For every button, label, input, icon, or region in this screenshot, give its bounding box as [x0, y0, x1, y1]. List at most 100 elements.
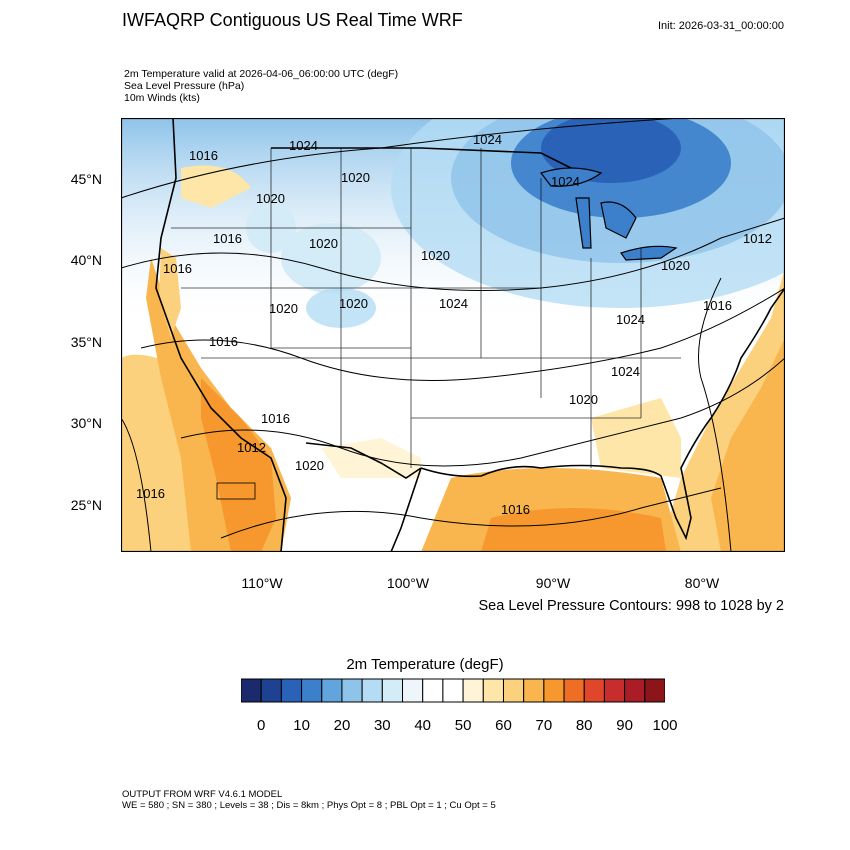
lat-label: 35°N — [70, 334, 102, 350]
west-coast — [155, 118, 287, 552]
cold-region-max — [541, 118, 681, 183]
lat-label: 25°N — [70, 497, 102, 513]
colorbar-swatch — [502, 678, 525, 703]
colorbar-swatch — [563, 678, 585, 703]
lon-label: 80°W — [684, 575, 720, 591]
isobar-label: 1012 — [237, 440, 266, 455]
colorbar — [241, 678, 665, 703]
colorbar-swatch — [381, 678, 404, 703]
isobar-label: 1016 — [163, 261, 192, 276]
colorbar-swatch — [241, 678, 262, 703]
colorbar-tick-label: 90 — [616, 717, 633, 734]
colorbar-tick-label: 20 — [333, 717, 351, 734]
colorbar-tick-label: 80 — [575, 717, 593, 734]
lake-michigan — [575, 197, 592, 249]
warm-region-valley — [159, 248, 181, 338]
init-time: Init: 2026-03-31_00:00:00 — [658, 20, 784, 32]
warm-region-baja — [201, 378, 276, 552]
isobar-line — [180, 357, 785, 467]
field-temperature-label: 2m Temperature valid at 2026-04-06_06:00… — [124, 68, 399, 80]
colorbar-tick-label: 10 — [293, 717, 310, 734]
colorbar-tick-label: 0 — [257, 717, 266, 734]
colorbar-tick-label: 100 — [652, 717, 678, 734]
lon-label: 90°W — [535, 575, 571, 591]
lon-label: 100°W — [386, 575, 430, 591]
isobar-line — [121, 417, 152, 552]
isobar-line — [220, 487, 722, 539]
isobar-label: 1020 — [256, 191, 285, 206]
isobar-label: 1016 — [501, 502, 530, 517]
isobar-label-box — [216, 482, 256, 500]
isobar-label: 1020 — [295, 458, 324, 473]
isobar-label: 1020 — [341, 170, 370, 185]
colorbar-swatch — [644, 678, 665, 703]
isobar-label: 1024 — [551, 174, 580, 189]
plot-title: IWFAQRP Contiguous US Real Time WRF — [122, 10, 463, 30]
isobar-label: 1016 — [213, 231, 242, 246]
isobar-label: 1020 — [339, 296, 368, 311]
isobar-label: 1024 — [289, 138, 318, 153]
state-borders — [171, 148, 681, 468]
colorbar-swatch — [583, 678, 605, 703]
gulf-atlantic-coast — [420, 287, 785, 541]
colorbar-swatch — [301, 678, 323, 703]
texas-coast — [390, 467, 422, 552]
great-lakes — [540, 167, 678, 261]
lake-superior — [540, 167, 603, 187]
isobar-label: 1024 — [473, 132, 502, 147]
isobar-label: 1020 — [569, 392, 598, 407]
footer-config: WE = 580 ; SN = 380 ; Levels = 38 ; Dis … — [122, 800, 496, 811]
colorbar-swatch — [442, 678, 464, 703]
lon-label: 110°W — [241, 575, 283, 591]
field-pressure-label: Sea Level Pressure (hPa) — [124, 80, 245, 92]
colorbar-swatch — [422, 678, 444, 703]
lake-erie — [620, 245, 678, 261]
colorbar-swatch — [361, 678, 383, 703]
colorbar-tick-label: 50 — [454, 717, 472, 734]
isobar-line — [698, 277, 732, 552]
isobar-line — [140, 287, 785, 381]
warm-region-atlantic-inner — [711, 338, 785, 552]
colorbar-tick-label: 30 — [373, 717, 391, 734]
isobar-label: 1024 — [616, 312, 645, 327]
lake-huron — [600, 201, 637, 239]
weather-map: 1016 1024 1024 1020 1024 1020 1016 1020 … — [121, 118, 785, 552]
isobar-label-group: 1016 1024 1024 1020 1024 1020 1016 1020 … — [136, 132, 772, 517]
lat-label: 40°N — [70, 252, 102, 268]
isobar-label: 1020 — [269, 301, 298, 316]
colorbar-swatch — [402, 678, 424, 703]
colorbar-swatch — [260, 678, 282, 703]
mexico-border — [305, 442, 422, 479]
colorbar-title: 2m Temperature (degF) — [346, 656, 504, 673]
isobar-label: 1016 — [703, 298, 732, 313]
colorbar-tick-label: 60 — [495, 717, 512, 734]
isobar-label: 1020 — [421, 248, 450, 263]
colorbar-tick-label: 40 — [414, 717, 432, 734]
warm-region-gulf-inner — [481, 508, 666, 552]
isobar-label: 1016 — [189, 148, 218, 163]
isobar-label: 1016 — [209, 334, 238, 349]
isobar-label: 1020 — [309, 236, 338, 251]
isobar-label: 1024 — [611, 364, 640, 379]
isobar-label: 1012 — [743, 231, 772, 246]
colorbar-swatch — [603, 678, 626, 703]
colorbar-swatch — [341, 678, 363, 703]
isobar-label: 1024 — [439, 296, 468, 311]
lat-label: 45°N — [70, 171, 102, 187]
coastlines — [155, 118, 785, 552]
field-winds-label: 10m Winds (kts) — [124, 92, 200, 104]
colorbar-swatch — [624, 678, 646, 703]
lat-label: 30°N — [70, 415, 102, 431]
contour-note: Sea Level Pressure Contours: 998 to 1028… — [478, 598, 785, 614]
cool-region-rockies — [281, 223, 381, 293]
colorbar-swatch — [321, 678, 343, 703]
footer-model: OUTPUT FROM WRF V4.6.1 MODEL — [122, 789, 283, 800]
colorbar-swatch — [280, 678, 303, 703]
colorbar-swatch — [482, 678, 504, 703]
colorbar-swatch — [523, 678, 545, 703]
colorbar-swatch — [462, 678, 484, 703]
colorbar-tick-label: 70 — [535, 717, 553, 734]
colorbar-swatch — [543, 678, 565, 703]
state-border-lines — [171, 227, 681, 419]
isobar-label: 1016 — [136, 486, 165, 501]
